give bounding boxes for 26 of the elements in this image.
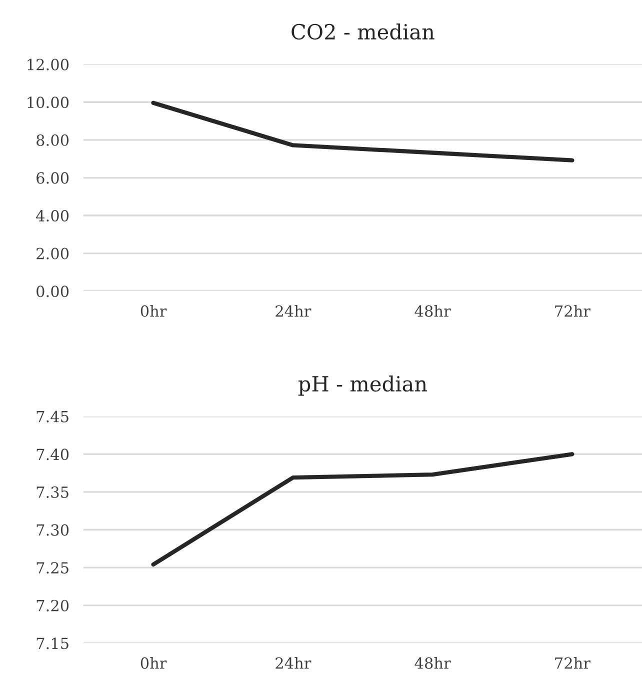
y-tick-label: 7.15 bbox=[36, 638, 68, 650]
x-tick-label: 72hr bbox=[555, 657, 590, 669]
x-tick-label: 0hr bbox=[140, 657, 167, 669]
y-tick-label: 7.40 bbox=[36, 448, 69, 460]
y-tick-label: 12.00 bbox=[28, 58, 69, 70]
y-tick-label: 0.00 bbox=[36, 286, 69, 298]
x-tick-label: 48hr bbox=[414, 657, 451, 669]
chart-title: pH - median bbox=[298, 376, 428, 396]
y-tick-label: 10.00 bbox=[28, 96, 69, 108]
x-tick-label: 24hr bbox=[276, 657, 312, 669]
y-tick-label: 7.20 bbox=[36, 600, 69, 612]
y-tick-label: 2.00 bbox=[36, 248, 69, 260]
x-tick-label: 48hr bbox=[414, 305, 451, 317]
y-tick-label: 7.25 bbox=[36, 562, 68, 574]
y-tick-label: 7.45 bbox=[36, 410, 68, 422]
y-tick-label: 7.35 bbox=[36, 486, 68, 498]
y-tick-label: 7.30 bbox=[36, 524, 69, 536]
line-series bbox=[151, 100, 574, 162]
y-tick-label: 4.00 bbox=[36, 210, 69, 222]
y-tick-label: 8.00 bbox=[36, 134, 69, 146]
x-tick-label: 0hr bbox=[140, 305, 167, 317]
chart-title: CO2 - median bbox=[292, 23, 434, 40]
x-tick-label: 24hr bbox=[276, 305, 312, 317]
y-tick-label: 6.00 bbox=[36, 172, 69, 184]
line-series bbox=[151, 452, 574, 567]
x-tick-label: 72hr bbox=[555, 305, 590, 317]
